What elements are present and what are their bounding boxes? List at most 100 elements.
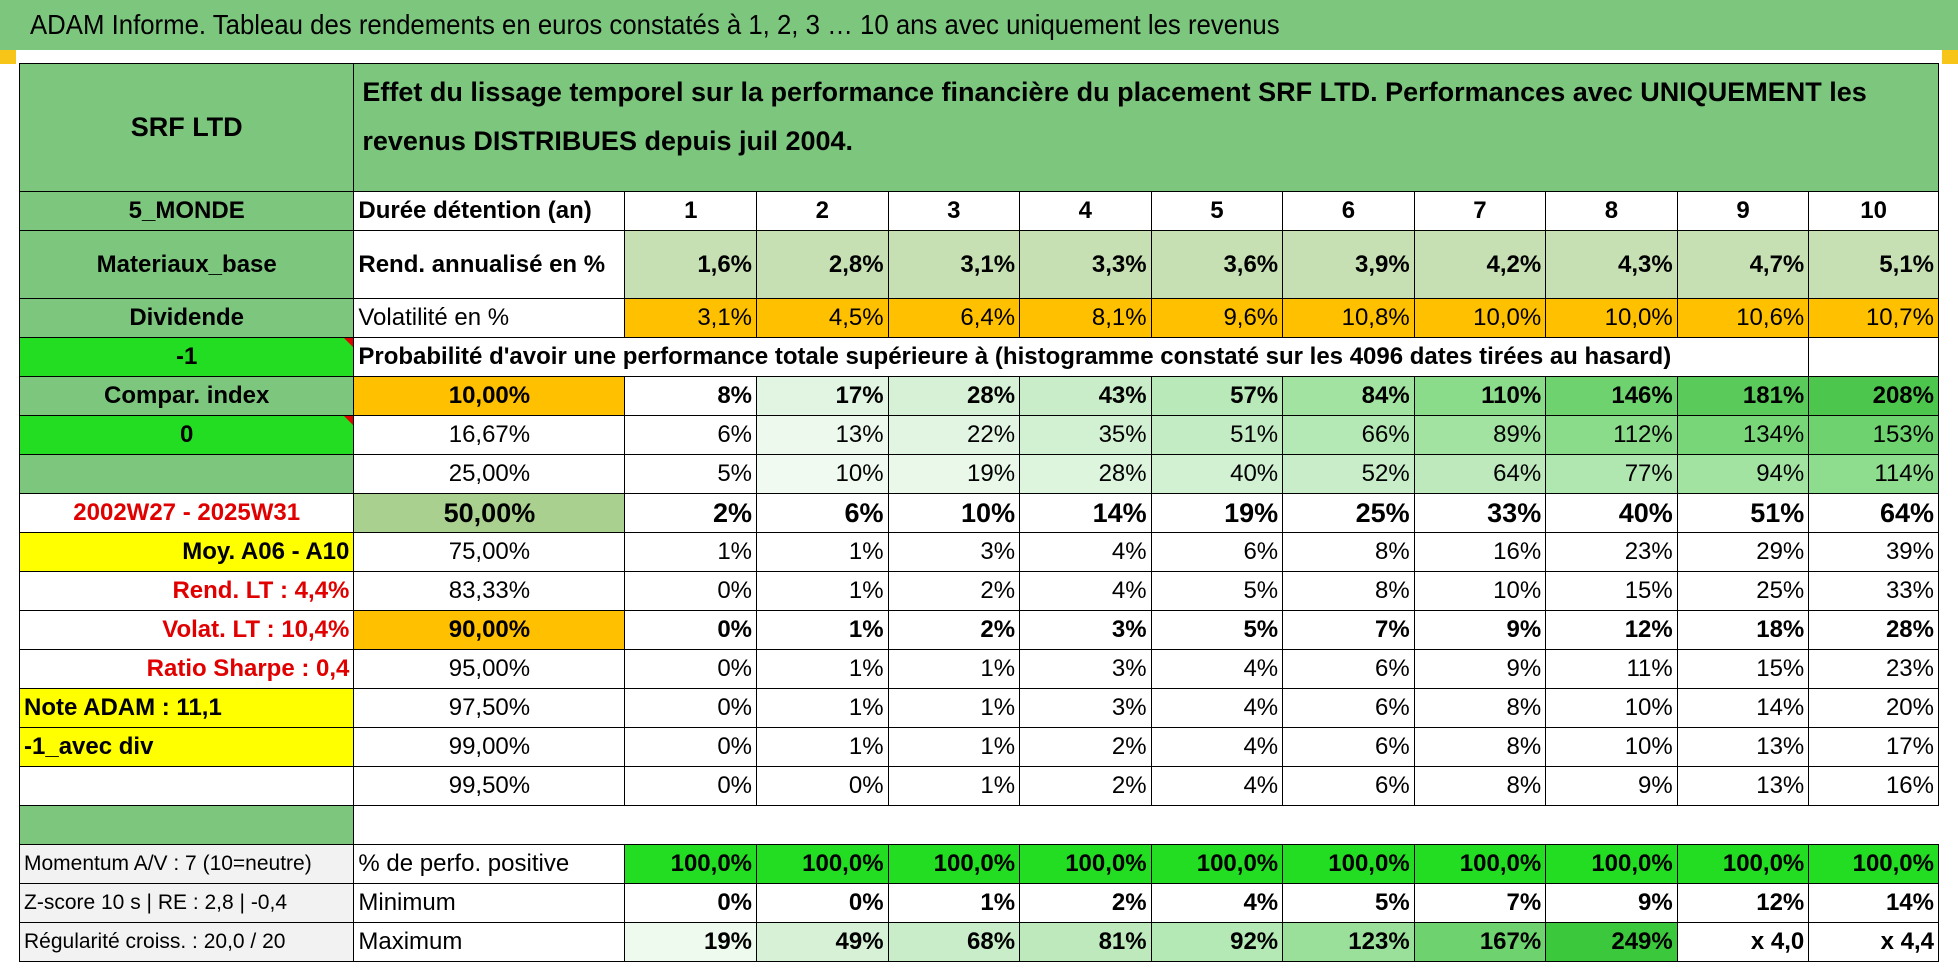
threshold-cell: 83,33% [353, 571, 626, 611]
empty-cell [1808, 337, 1939, 377]
probability-cell: 13% [1676, 727, 1810, 767]
probability-cell: 11% [1545, 649, 1678, 689]
probability-cell: 4% [1019, 571, 1152, 611]
probability-cell: 2% [1019, 766, 1152, 806]
probability-row: Compar. index 10,00% 8% 17% 28% 43% 57% 84% 110%… [18, 376, 1939, 416]
probability-cell: 8% [1282, 532, 1415, 572]
probability-cell: 1% [756, 610, 889, 650]
probability-cell: 1% [756, 532, 889, 572]
corner-marker-left [0, 50, 16, 64]
threshold-cell: 25,00% [353, 454, 626, 494]
probability-cell: 1% [624, 532, 758, 572]
volatility-cell: 6,4% [887, 298, 1021, 338]
probability-label: Probabilité d'avoir une performance tota… [353, 337, 1678, 377]
maximum-cell: 123% [1282, 922, 1415, 962]
probability-cell: 28% [1019, 454, 1152, 494]
return-row: Materiaux_base Rend. annualisé en % 1,6%… [18, 230, 1939, 299]
sharpe-ratio-label: Ratio Sharpe : 0,4 [18, 649, 355, 689]
probability-cell: 6% [1282, 649, 1415, 689]
probability-cell: 6% [624, 415, 758, 455]
probability-cell: 51% [1150, 415, 1284, 455]
probability-cell: 15% [1545, 571, 1678, 611]
probability-cell: 12% [1545, 610, 1678, 650]
header-description: Effet du lissage temporel sur la perform… [353, 63, 1939, 192]
probability-cell: 1% [887, 649, 1021, 689]
minimum-cell: 14% [1808, 883, 1939, 923]
separator-cell [353, 805, 1939, 845]
threshold-cell: 99,00% [353, 727, 626, 767]
positive-performance-cell: 100,0% [1019, 844, 1152, 884]
volatility-row: Dividende Volatilité en % 3,1% 4,5% 6,4%… [18, 298, 1939, 338]
probability-cell: 28% [1808, 610, 1939, 650]
maximum-cell: x 4,4 [1808, 922, 1939, 962]
return-cell: 3,3% [1019, 230, 1152, 299]
probability-cell: 0% [756, 766, 889, 806]
probability-cell: 15% [1676, 649, 1810, 689]
probability-cell: 0% [624, 688, 758, 728]
maximum-cell: 19% [624, 922, 758, 962]
probability-cell: 4% [1019, 532, 1152, 572]
probability-cell: 5% [1150, 571, 1284, 611]
probability-cell: 5% [1150, 610, 1284, 650]
return-cell: 5,1% [1808, 230, 1939, 299]
probability-cell: 0% [624, 610, 758, 650]
probability-cell: 6% [1282, 766, 1415, 806]
probability-cell: 146% [1545, 376, 1678, 416]
positive-performance-cell: 100,0% [1150, 844, 1284, 884]
probability-cell: 1% [887, 766, 1021, 806]
probability-cell: 17% [756, 376, 889, 416]
return-cell: 2,8% [756, 230, 889, 299]
probability-cell: 114% [1808, 454, 1939, 494]
probability-cell: 6% [756, 493, 889, 533]
probability-cell: 19% [887, 454, 1021, 494]
probability-cell: 25% [1676, 571, 1810, 611]
volatility-cell: 3,1% [624, 298, 758, 338]
volatility-label: Volatilité en % [353, 298, 626, 338]
minus-one-cell[interactable]: -1 [18, 337, 355, 377]
maximum-side-label: Régularité croiss. : 20,0 / 20 [18, 922, 355, 962]
probability-cell: 1% [887, 688, 1021, 728]
probability-cell: 1% [887, 727, 1021, 767]
corner-marker-right [1942, 50, 1958, 64]
header-row: SRF LTD Effet du lissage temporel sur la… [18, 63, 1939, 192]
probability-cell: 112% [1545, 415, 1678, 455]
probability-row: Volat. LT : 10,4% 90,00% 0% 1% 2% 3% 5% 7% 9% 12%… [18, 610, 1939, 650]
separator-green-cell [18, 805, 355, 845]
probability-cell: 28% [887, 376, 1021, 416]
probability-cell: 10% [1413, 571, 1547, 611]
probability-cell: 66% [1282, 415, 1415, 455]
duration-label: Durée détention (an) [353, 191, 626, 231]
probability-cell: 20% [1808, 688, 1939, 728]
minimum-row: Z-score 10 s | RE : 2,8 | -0,4 Minimum 0% 0… [18, 883, 1939, 923]
probability-cell: 3% [1019, 649, 1152, 689]
return-cell: 3,1% [887, 230, 1021, 299]
threshold-cell: 10,00% [353, 376, 626, 416]
adam-score-label: Note ADAM : 11,1 [18, 688, 355, 728]
period-label: 2002W27 - 2025W31 [18, 493, 355, 533]
positive-performance-cell: 100,0% [887, 844, 1021, 884]
probability-cell: 33% [1808, 571, 1939, 611]
probability-cell: 208% [1808, 376, 1939, 416]
probability-cell: 9% [1545, 766, 1678, 806]
zero-cell[interactable]: 0 [18, 415, 355, 455]
probability-cell: 77% [1545, 454, 1678, 494]
maximum-cell: 167% [1413, 922, 1547, 962]
maximum-cell: 92% [1150, 922, 1284, 962]
probability-cell: 0% [624, 766, 758, 806]
return-label: Rend. annualisé en % [353, 230, 626, 299]
probability-row: -1_avec div 99,00% 0% 1% 1% 2% 4% 6% 8% 10% 13% 17% [18, 727, 1939, 767]
maximum-cell: 49% [756, 922, 889, 962]
year-cell: 10 [1808, 191, 1939, 231]
return-cell: 4,3% [1545, 230, 1678, 299]
probability-row: Ratio Sharpe : 0,4 95,00% 0% 1% 1% 3% 4% 6% 9% 11… [18, 649, 1939, 689]
return-cell: 4,7% [1676, 230, 1810, 299]
probability-cell: 35% [1019, 415, 1152, 455]
dividend-mode-label: -1_avec div [18, 727, 355, 767]
minimum-cell: 0% [756, 883, 889, 923]
probability-cell: 6% [1150, 532, 1284, 572]
return-cell: 3,9% [1282, 230, 1415, 299]
positive-performance-cell: 100,0% [1413, 844, 1547, 884]
year-cell: 4 [1019, 191, 1152, 231]
probability-cell: 3% [1019, 610, 1152, 650]
probability-cell: 1% [756, 688, 889, 728]
